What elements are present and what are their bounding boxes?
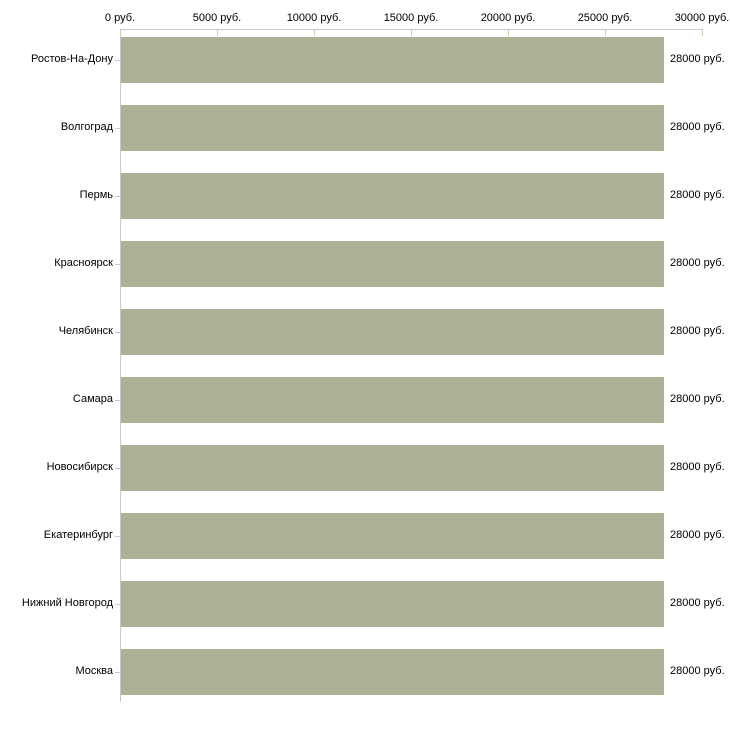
category-label: Пермь — [79, 189, 113, 201]
category-label: Самара — [72, 393, 113, 405]
bar — [121, 105, 664, 151]
bar-value-label: 28000 руб. — [670, 665, 725, 677]
y-axis-tick — [115, 196, 120, 197]
y-axis-tick — [115, 468, 120, 469]
category-label: Екатеринбург — [43, 529, 113, 541]
x-axis-tick — [314, 30, 315, 36]
y-axis-tick — [115, 264, 120, 265]
bar — [121, 649, 664, 695]
x-axis-tick-label: 0 руб. — [104, 12, 136, 24]
x-axis-tick — [120, 30, 121, 36]
category-label: Нижний Новгород — [21, 597, 113, 609]
x-axis-tick-label: 15000 руб. — [383, 12, 439, 24]
y-axis-tick — [115, 60, 120, 61]
bar — [121, 377, 664, 423]
x-axis-tick-label: 30000 руб. — [674, 12, 730, 24]
bar — [121, 241, 664, 287]
category-label: Москва — [75, 665, 113, 677]
x-axis-tick — [217, 30, 218, 36]
bar-value-label: 28000 руб. — [670, 189, 725, 201]
x-axis-tick-label: 5000 руб. — [192, 12, 242, 24]
bar-value-label: 28000 руб. — [670, 257, 725, 269]
bar-value-label: 28000 руб. — [670, 393, 725, 405]
y-axis-tick — [115, 536, 120, 537]
y-axis-tick — [115, 400, 120, 401]
bar-value-label: 28000 руб. — [670, 461, 725, 473]
y-axis-tick — [115, 332, 120, 333]
category-label: Ростов-На-Дону — [30, 53, 113, 65]
bar — [121, 445, 664, 491]
bar — [121, 309, 664, 355]
y-axis-tick — [115, 672, 120, 673]
x-axis-tick — [605, 30, 606, 36]
x-axis-line — [120, 29, 703, 30]
category-label: Волгоград — [60, 121, 113, 133]
x-axis-tick — [508, 30, 509, 36]
x-axis-tick-label: 10000 руб. — [286, 12, 342, 24]
bar-value-label: 28000 руб. — [670, 597, 725, 609]
category-label: Красноярск — [54, 257, 113, 269]
bar-value-label: 28000 руб. — [670, 529, 725, 541]
bar-value-label: 28000 руб. — [670, 325, 725, 337]
bar — [121, 513, 664, 559]
y-axis-line — [120, 29, 121, 702]
x-axis-tick-label: 25000 руб. — [577, 12, 633, 24]
x-axis-tick — [411, 30, 412, 36]
bar — [121, 37, 664, 83]
category-label: Челябинск — [58, 325, 113, 337]
y-axis-tick — [115, 128, 120, 129]
x-axis-tick — [702, 30, 703, 36]
bar — [121, 581, 664, 627]
y-axis-tick — [115, 604, 120, 605]
bar-value-label: 28000 руб. — [670, 121, 725, 133]
x-axis-tick-label: 20000 руб. — [480, 12, 536, 24]
bar-value-label: 28000 руб. — [670, 53, 725, 65]
bar — [121, 173, 664, 219]
category-label: Новосибирск — [46, 461, 113, 473]
